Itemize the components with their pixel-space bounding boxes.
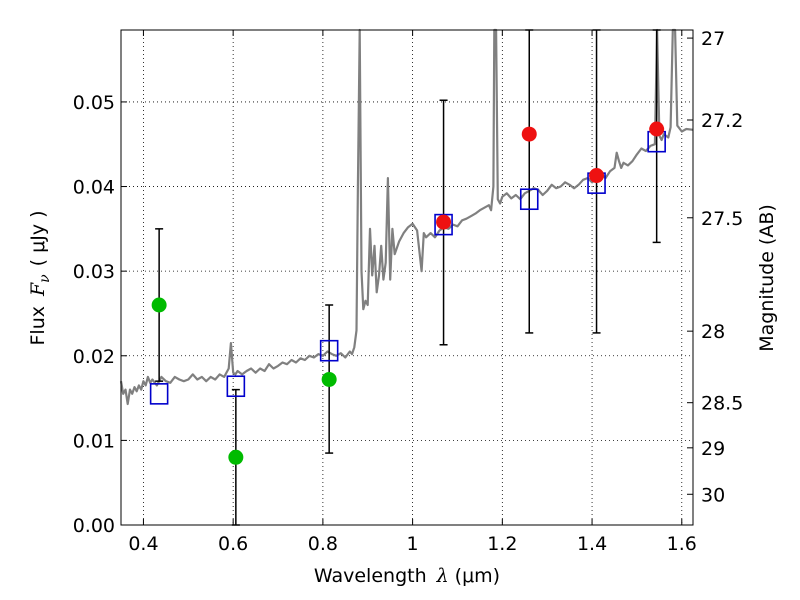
model-square [226,375,246,398]
x-axis-label: Wavelength [314,565,427,587]
observed-point [436,214,452,230]
y-axis-unit: ( μJy ) [27,210,49,266]
observed-point [228,449,244,465]
x-tick-label: 1 [407,533,419,555]
x-axis-symbol: λ [436,565,449,587]
y2-tick-label: 29 [701,438,725,460]
observed-point [151,297,167,313]
y-axis-label: Flux [27,306,49,346]
model-square [319,339,339,362]
model-square [519,188,539,211]
model-photometry [149,130,666,405]
x-tick-label: 0.8 [308,533,338,555]
observed-point [589,168,605,184]
x-tick-label: 1.6 [667,533,697,555]
observed-point [521,126,537,142]
y-tick-label: 0.05 [73,92,115,114]
error-bars [155,29,661,526]
y-axis-title: Flux Fν ( μJy ) [27,210,53,345]
y2-tick-label: 27.5 [701,208,743,230]
y-tick-label: 0.01 [73,430,115,452]
y-axis-symbol: F [27,282,49,297]
y-axis: 0.00 0.01 0.02 0.03 0.04 0.05 [73,92,127,537]
x-axis-title: Wavelength λ (μm) [314,565,500,587]
x-tick-label: 0.6 [218,533,248,555]
y2-tick-label: 27 [701,28,725,50]
model-square [149,383,169,405]
plot-frame [120,29,694,526]
y2-tick-label: 28 [701,321,725,343]
x-tick-label: 0.4 [128,533,158,555]
y2-tick-label: 30 [701,484,725,506]
observed-point [649,121,665,137]
spectrum-line [119,28,694,406]
y2-axis: 27 27.2 27.5 28 28.5 29 30 [687,28,743,506]
y-tick-label: 0.02 [73,346,115,368]
grid [121,30,693,526]
x-axis: 0.4 0.6 0.8 1 1.2 1.4 1.6 [128,30,697,555]
y-tick-label: 0.03 [73,261,115,283]
model-spectrum [119,28,694,406]
y-axis-subscript: ν [37,274,53,283]
x-tick-label: 1.2 [487,533,517,555]
observed-photometry [151,121,665,465]
y-tick-label: 0.00 [73,515,115,537]
y2-tick-label: 27.2 [701,110,743,132]
y-tick-label: 0.04 [73,177,115,199]
observed-point [321,371,337,387]
x-tick-label: 1.4 [577,533,607,555]
x-axis-unit: (μm) [455,565,500,587]
y2-axis-title: Magnitude (AB) [756,204,778,352]
y2-tick-label: 28.5 [701,393,743,415]
